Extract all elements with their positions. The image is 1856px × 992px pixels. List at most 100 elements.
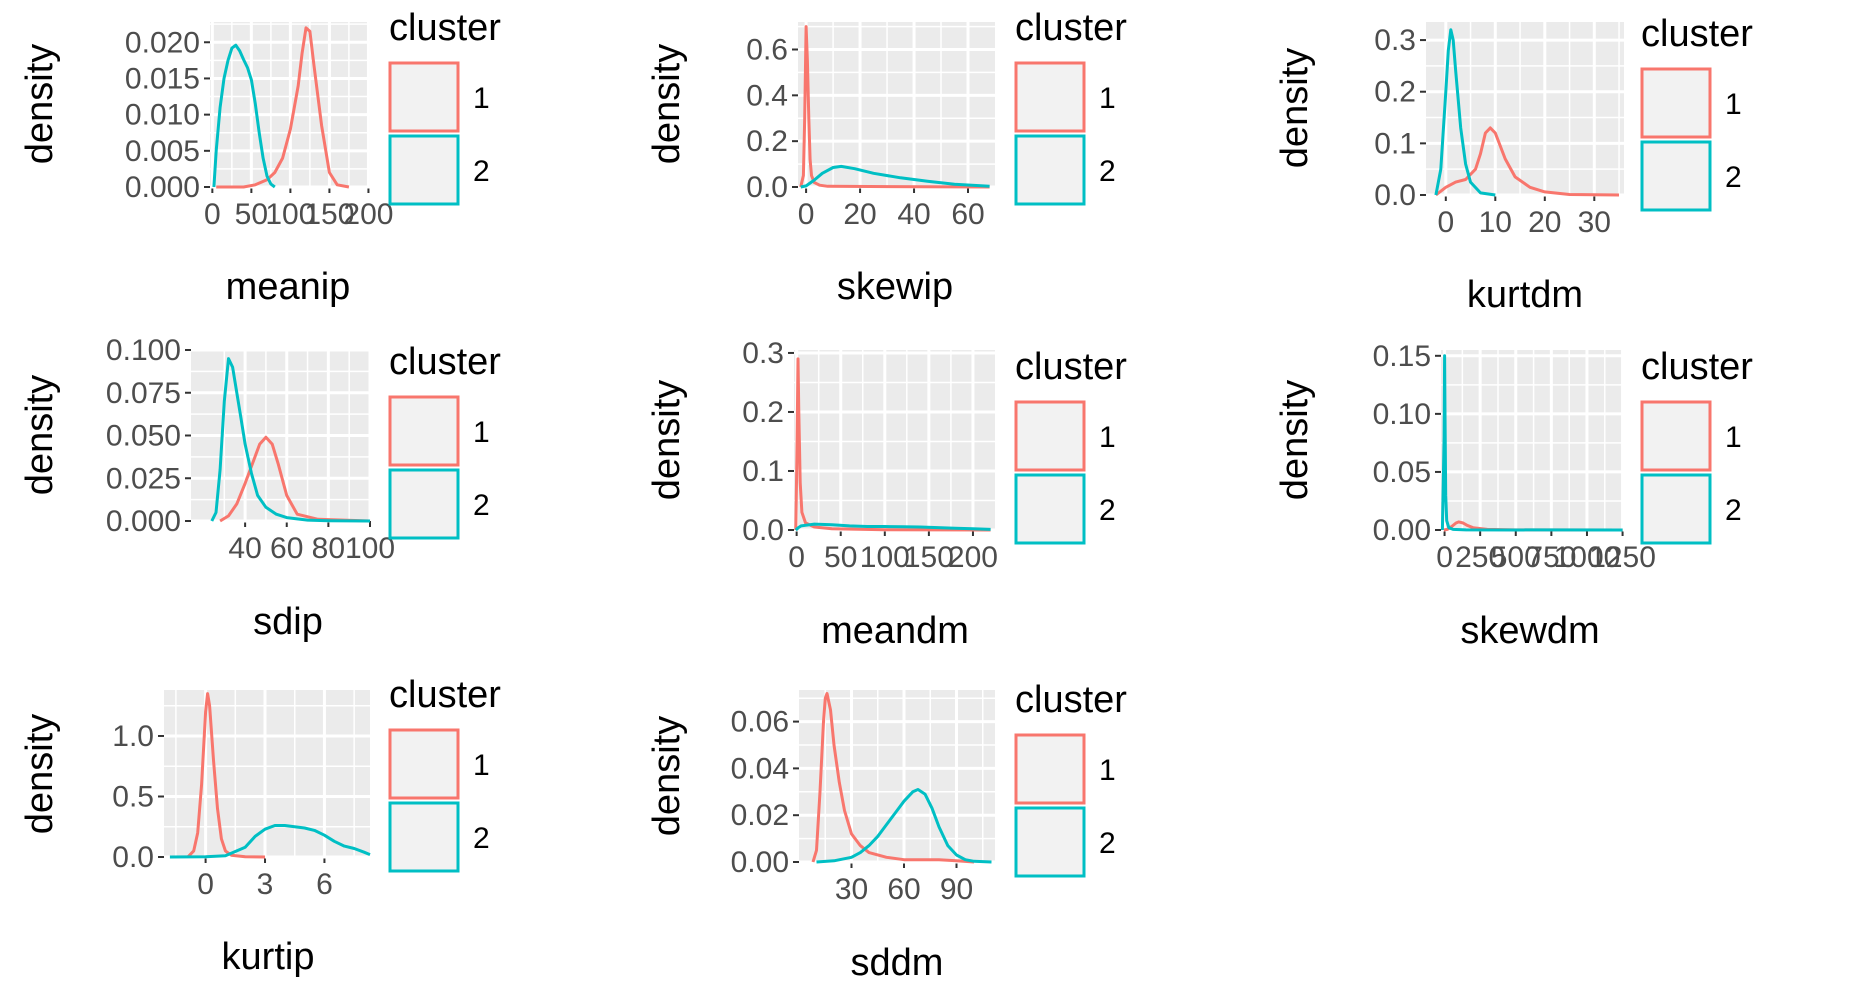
x-tick-label: 40: [897, 198, 930, 231]
density-line-cluster-2: [169, 824, 371, 859]
density-line-cluster-2: [210, 357, 371, 523]
x-axis-title: sdip: [253, 601, 323, 643]
panel-sdip: 40 60 80 100 0.000 0.025 0.050 0.075 0.100 sdip de…: [19, 334, 501, 643]
y-tick-label: 0.0: [746, 171, 788, 204]
legend: cluster 1 2: [388, 341, 501, 540]
legend: cluster 1 2: [1640, 13, 1753, 212]
legend-key-cluster-1: [1640, 400, 1712, 472]
x-axis-title: meandm: [821, 610, 969, 652]
legend-label: 1: [473, 416, 490, 449]
legend-label: 2: [473, 155, 490, 188]
x-tick-label: 500: [1491, 541, 1541, 574]
legend-key-cluster-1: [1014, 61, 1086, 133]
y-tick-label: 0.02: [731, 799, 789, 832]
y-tick-label: 0.2: [742, 396, 784, 429]
x-tick-label: 1250: [1589, 541, 1656, 574]
y-tick-label: 1.0: [112, 720, 154, 753]
legend-label: 2: [1099, 155, 1116, 188]
x-tick-label: 100: [345, 532, 395, 565]
x-tick-label: 50: [824, 541, 857, 574]
x-tick-label: 0: [1436, 541, 1453, 574]
legend-label: 2: [1725, 161, 1742, 194]
x-tick-label: 0: [1437, 206, 1454, 239]
legend-title: cluster: [1641, 346, 1753, 388]
x-tick-label: 200: [948, 541, 998, 574]
x-axis-title: skewip: [837, 266, 953, 308]
legend-key-cluster-2: [1014, 134, 1086, 206]
y-tick-label: 0.0: [1374, 179, 1416, 212]
legend: cluster 1 2: [388, 7, 501, 206]
y-tick-label: 0.10: [1373, 398, 1431, 431]
y-tick-label: 0.020: [125, 26, 200, 59]
plot-background: [799, 690, 995, 862]
y-axis-title: density: [19, 44, 61, 164]
y-tick-label: 0.2: [746, 125, 788, 158]
legend: cluster 1 2: [1640, 346, 1753, 545]
legend-key-cluster-2: [388, 801, 460, 873]
x-tick-label: 10: [1479, 206, 1512, 239]
legend-title: cluster: [389, 674, 501, 716]
legend-label: 2: [1725, 494, 1742, 527]
x-tick-label: 0: [798, 198, 815, 231]
legend-label: 2: [473, 489, 490, 522]
legend-label: 2: [473, 822, 490, 855]
legend-key-cluster-2: [1640, 140, 1712, 212]
legend-label: 2: [1099, 827, 1116, 860]
x-tick-label: 6: [316, 868, 333, 901]
legend-key-cluster-1: [388, 728, 460, 800]
x-axis-title: meanip: [226, 266, 351, 308]
legend-title: cluster: [1015, 679, 1127, 721]
y-tick-label: 0.000: [106, 505, 181, 538]
y-tick-label: 0.04: [731, 752, 789, 785]
x-tick-label: 100: [265, 198, 315, 231]
panel-sddm: 30 60 90 0.00 0.02 0.04 0.06 sddm density cluster…: [646, 679, 1127, 984]
plot-background: [798, 22, 995, 187]
legend-label: 1: [1099, 754, 1116, 787]
legend-label: 1: [1099, 82, 1116, 115]
x-tick-label: 100: [860, 541, 910, 574]
y-tick-label: 0.2: [1374, 76, 1416, 109]
y-tick-label: 0.050: [106, 420, 181, 453]
legend-label: 1: [473, 82, 490, 115]
plot-background: [164, 690, 370, 857]
x-tick-label: 150: [904, 541, 954, 574]
x-tick-label: 0: [788, 541, 805, 574]
x-tick-label: 150: [304, 198, 354, 231]
x-tick-label: 60: [887, 873, 920, 906]
density-line-cluster-2: [794, 522, 991, 532]
y-tick-label: 0.075: [106, 377, 181, 410]
y-tick-label: 0.1: [1374, 127, 1416, 160]
y-axis-title: density: [646, 44, 688, 164]
x-tick-label: 200: [343, 198, 393, 231]
legend-key-cluster-1: [388, 395, 460, 467]
y-tick-label: 0.00: [1373, 514, 1431, 547]
y-tick-label: 0.4: [746, 79, 788, 112]
legend: cluster 1 2: [1014, 346, 1127, 545]
y-tick-label: 0.5: [112, 780, 154, 813]
plot-background: [1441, 350, 1624, 530]
y-axis-title: density: [19, 714, 61, 834]
y-tick-label: 0.0: [112, 841, 154, 874]
x-axis-title: sddm: [851, 942, 944, 984]
y-tick-label: 0.6: [746, 34, 788, 67]
x-tick-label: 50: [235, 198, 268, 231]
legend-key-cluster-1: [388, 61, 460, 133]
x-tick-label: 20: [1528, 206, 1561, 239]
density-line-cluster-2: [1440, 354, 1623, 532]
density-line-cluster-1: [1434, 126, 1620, 197]
legend-key-cluster-2: [1014, 806, 1086, 878]
y-tick-label: 0.005: [125, 135, 200, 168]
x-tick-label: 20: [843, 198, 876, 231]
legend-label: 1: [473, 749, 490, 782]
y-axis-title: density: [646, 716, 688, 836]
legend-label: 1: [1725, 88, 1742, 121]
x-tick-label: 30: [1578, 206, 1611, 239]
x-tick-label: 0: [197, 868, 214, 901]
density-line-cluster-2: [816, 788, 992, 864]
legend-key-cluster-2: [1014, 473, 1086, 545]
